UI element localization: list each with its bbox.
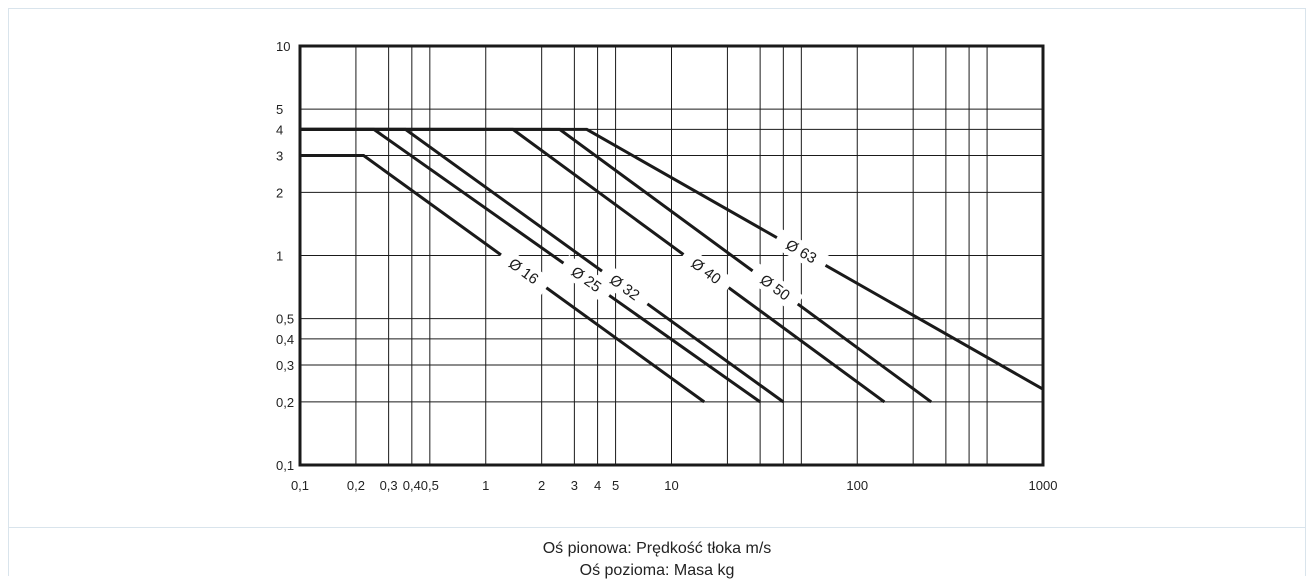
chart-panel (8, 8, 1306, 576)
y-tick-label: 5 (276, 102, 283, 117)
chart-axes (298, 44, 1045, 467)
chart-tick-labels: 0,1 0,2 0,3 0,4 0,5 1 2 3 4 5 10 100 10000,10,20,30,… (276, 39, 1057, 493)
y-tick-label: 10 (276, 39, 290, 54)
y-tick-label: 0,2 (276, 395, 294, 410)
horizontal-axis-caption: Oś pozioma: Masa kg (579, 562, 735, 579)
x-tick-label: 0,3 (380, 478, 398, 493)
x-tick-label: 1000 (1029, 478, 1058, 493)
x-tick-label: 0,4 (403, 478, 421, 493)
x-tick-label: 100 (846, 478, 868, 493)
y-tick-label: 4 (276, 122, 283, 137)
series-label-background (677, 246, 735, 296)
y-tick-label: 2 (276, 185, 283, 200)
chart-series (300, 127, 1044, 404)
x-tick-label: 1 (482, 478, 489, 493)
x-tick-label: 4 (594, 478, 601, 493)
x-tick-label: 3 (571, 478, 578, 493)
series-line-1 (300, 154, 706, 404)
series-label-4: Ø 40 (677, 246, 735, 296)
x-tick-label: 5 (612, 478, 619, 493)
y-tick-label: 0,4 (276, 332, 294, 347)
y-tick-label: 0,3 (276, 358, 294, 373)
series-label-background (557, 254, 615, 304)
series-label-1: Ø 16 (495, 246, 553, 296)
plot-border (298, 44, 1045, 467)
y-tick-label: 1 (276, 249, 283, 264)
y-tick-label: 0,5 (276, 312, 294, 327)
y-tick-label: 3 (276, 149, 283, 164)
x-tick-label: 0,5 (421, 478, 439, 493)
series-label-background (596, 263, 654, 312)
series-line-6 (300, 127, 1044, 391)
caption-divider (8, 527, 1306, 528)
x-tick-label: 0,1 (291, 478, 309, 493)
vertical-axis-caption: Oś pionowa: Prędkość tłoka m/s (542, 540, 772, 557)
velocity-mass-chart: Ø 16 Ø 25 Ø 32 Ø 40 Ø 50Ø 63 0,1 0,2 0,3 0,4 0,5… (276, 39, 1057, 493)
x-tick-label: 10 (664, 478, 678, 493)
chart-grid (300, 46, 1043, 465)
series-label-background (771, 228, 831, 275)
chart-series-labels: Ø 16 Ø 25 Ø 32 Ø 40 Ø 50Ø 63 (495, 228, 831, 313)
series-label-5: Ø 50 (746, 262, 804, 313)
x-tick-label: 0,2 (347, 478, 365, 493)
series-label-background (495, 246, 553, 296)
y-tick-label: 0,1 (276, 458, 294, 473)
x-tick-label: 2 (538, 478, 545, 493)
series-label-background (746, 262, 804, 313)
